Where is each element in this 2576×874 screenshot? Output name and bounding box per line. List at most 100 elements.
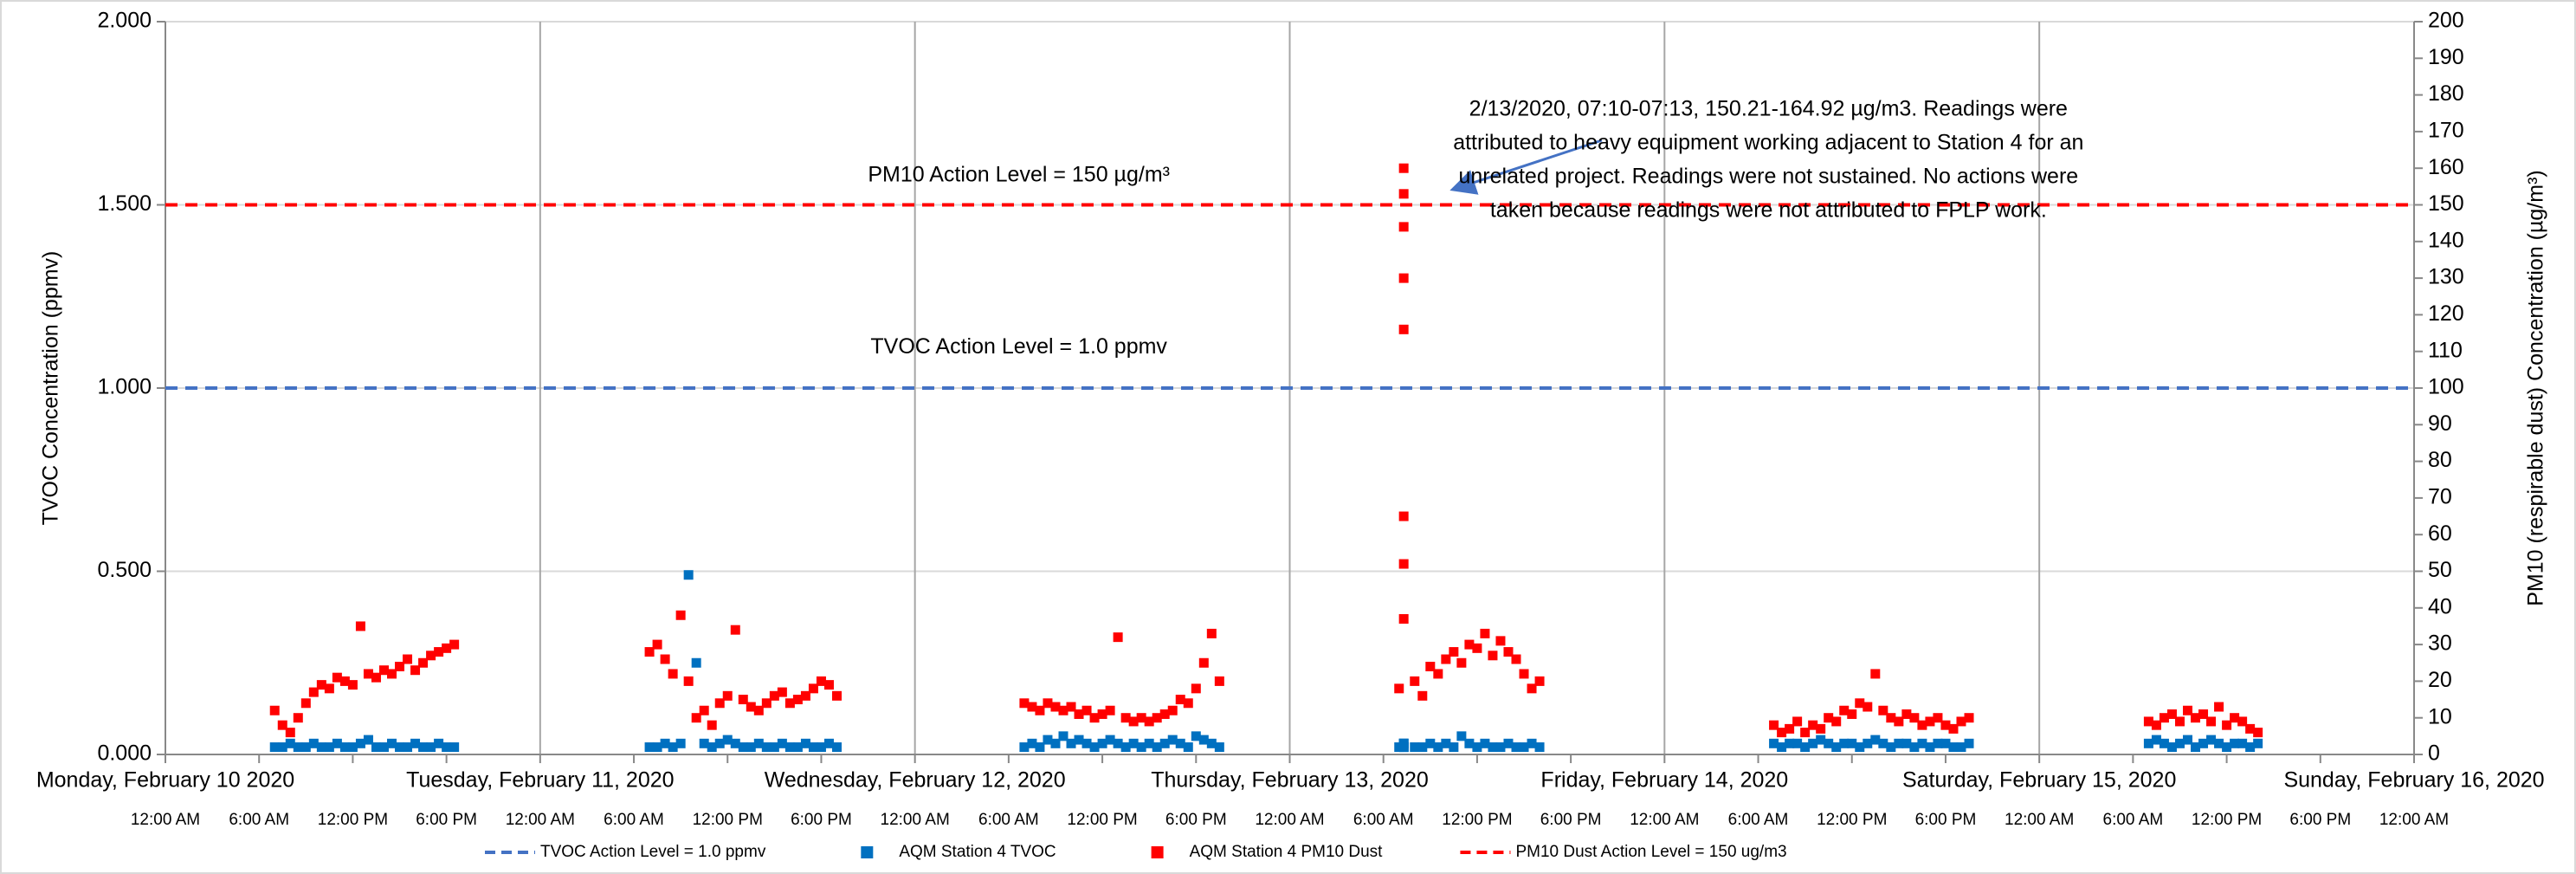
data-point: [2237, 738, 2248, 748]
y2-tick-label: 100: [2428, 375, 2464, 399]
data-point: [1027, 702, 1037, 712]
data-point: [1050, 738, 1061, 748]
data-point: [1824, 713, 1834, 723]
data-point: [1464, 738, 1475, 748]
note-line: attributed to heavy equipment working ad…: [1453, 131, 2083, 155]
data-point: [707, 720, 717, 730]
data-point: [1917, 720, 1927, 730]
data-point: [1398, 222, 1409, 232]
data-point: [1519, 742, 1529, 753]
data-point: [1066, 738, 1076, 748]
data-point: [1534, 676, 1545, 686]
x-tick-label: 12:00 PM: [2192, 811, 2262, 829]
y-tick-label: 1.500: [97, 191, 152, 216]
legend-swatch: [1151, 846, 1164, 858]
y2-tick-label: 20: [2428, 668, 2452, 692]
data-point: [308, 738, 319, 748]
data-point: [2230, 713, 2240, 723]
x-day-label: Tuesday, February 11, 2020: [406, 768, 674, 793]
y2-tick-label: 10: [2428, 704, 2452, 728]
data-point: [714, 738, 725, 748]
x-tick-label: 6:00 AM: [229, 811, 289, 829]
data-point: [1152, 742, 1162, 753]
data-point: [808, 742, 818, 753]
data-point: [1777, 728, 1787, 738]
data-point: [1503, 738, 1514, 748]
data-point: [355, 738, 365, 748]
data-point: [769, 742, 779, 753]
data-point: [2198, 709, 2209, 719]
data-point: [2182, 705, 2192, 715]
data-point: [2245, 742, 2256, 753]
data-point: [339, 676, 350, 686]
y2-tick-label: 150: [2428, 191, 2464, 216]
data-point: [1433, 669, 1443, 679]
data-point: [1191, 683, 1201, 694]
data-point: [1417, 742, 1428, 753]
data-point: [1839, 705, 1850, 715]
data-point: [1175, 695, 1185, 705]
data-point: [1206, 628, 1217, 638]
data-point: [2174, 716, 2185, 727]
data-point: [1800, 728, 1811, 738]
data-point: [1058, 731, 1068, 741]
data-point: [683, 570, 694, 580]
data-point: [1058, 705, 1068, 715]
data-point: [1027, 738, 1037, 748]
y2-tick-label: 180: [2428, 81, 2464, 106]
data-point: [285, 738, 295, 748]
data-point: [1398, 163, 1409, 173]
x-tick-label: 12:00 AM: [2379, 811, 2449, 829]
data-point: [2198, 738, 2209, 748]
data-point: [1175, 738, 1185, 748]
data-point: [277, 720, 287, 730]
legend-label: PM10 Dust Action Level = 150 ug/m3: [1515, 843, 1786, 861]
data-point: [1410, 676, 1420, 686]
data-point: [1441, 738, 1451, 748]
data-point: [1417, 690, 1428, 701]
data-point: [1816, 723, 1826, 734]
data-point: [2222, 720, 2232, 730]
data-point: [403, 742, 413, 753]
x-tick-label: 12:00 PM: [693, 811, 763, 829]
data-point: [1128, 716, 1139, 727]
data-point: [761, 742, 772, 753]
data-point: [730, 738, 740, 748]
data-point: [2143, 716, 2153, 727]
data-point: [2166, 742, 2177, 753]
data-point: [668, 669, 678, 679]
data-point: [1511, 654, 1521, 664]
data-point: [1831, 716, 1842, 727]
x-tick-label: 12:00 AM: [1255, 811, 1324, 829]
data-point: [395, 742, 405, 753]
y2-tick-label: 90: [2428, 411, 2452, 436]
data-point: [746, 742, 756, 753]
data-point: [722, 690, 733, 701]
data-point: [660, 738, 670, 748]
data-point: [675, 738, 686, 748]
data-point: [1800, 742, 1811, 753]
data-point: [347, 742, 358, 753]
data-point: [449, 639, 460, 650]
data-point: [1534, 742, 1545, 753]
data-point: [1449, 647, 1459, 657]
data-point: [1847, 709, 1857, 719]
data-point: [753, 738, 764, 748]
data-point: [1433, 742, 1443, 753]
y2-tick-label: 160: [2428, 155, 2464, 179]
data-point: [285, 728, 295, 738]
data-point: [277, 742, 287, 753]
data-point: [442, 643, 452, 653]
data-point: [308, 687, 319, 697]
data-point: [1144, 738, 1154, 748]
data-point: [1855, 742, 1865, 753]
data-point: [1144, 716, 1154, 727]
x-tick-label: 12:00 PM: [1817, 811, 1887, 829]
data-point: [324, 742, 334, 753]
data-point: [714, 698, 725, 709]
note-line: 2/13/2020, 07:10-07:13, 150.21-164.92 µg…: [1469, 97, 2068, 121]
x-tick-label: 6:00 AM: [604, 811, 664, 829]
data-point: [1136, 742, 1146, 753]
data-point: [1933, 713, 1943, 723]
data-point: [707, 742, 717, 753]
